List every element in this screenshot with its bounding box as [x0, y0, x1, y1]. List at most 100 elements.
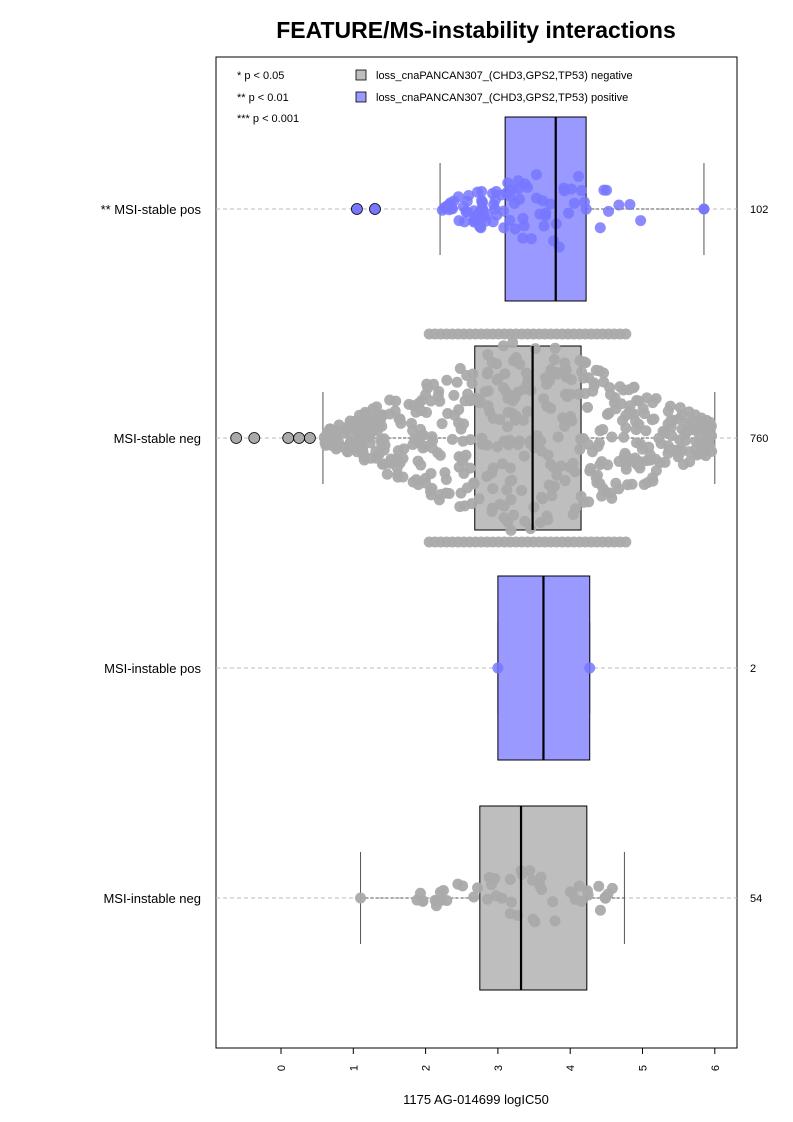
outlier-1-1 — [248, 432, 261, 444]
group-2: MSI-instable pos 2 — [104, 575, 756, 761]
point-3-11 — [524, 865, 536, 877]
group-label-2: MSI-instable pos — [104, 661, 201, 676]
point-1-71 — [491, 441, 503, 453]
point-1-455 — [597, 423, 609, 435]
point-1-481 — [577, 432, 589, 444]
point-1-363 — [572, 388, 584, 400]
point-1-384 — [506, 474, 518, 486]
point-1-271 — [454, 363, 466, 375]
point-1-261 — [606, 431, 618, 443]
point-1-320 — [686, 415, 698, 427]
outlier-1-0 — [230, 432, 243, 444]
point-3-47 — [547, 896, 559, 908]
point-1-393 — [609, 392, 621, 404]
outlier-0-2 — [698, 203, 710, 215]
point-1-297 — [650, 393, 662, 405]
point-1-186 — [544, 458, 556, 470]
point-1-254 — [520, 367, 532, 379]
point-1-493 — [457, 435, 469, 447]
point-0-71 — [578, 196, 590, 208]
point-0-53 — [568, 197, 580, 209]
point-1-423 — [414, 423, 426, 435]
point-1-366 — [592, 440, 604, 452]
sig-legend-1: * p < 0.05 — [237, 70, 284, 82]
point-1-518 — [705, 421, 717, 433]
point-1-404 — [606, 492, 618, 504]
point-1-508 — [518, 450, 530, 462]
point-1-589 — [620, 536, 632, 548]
point-1-368 — [504, 434, 516, 446]
point-1-182 — [403, 398, 415, 410]
point-1-515 — [376, 458, 388, 470]
point-1-444 — [623, 384, 635, 396]
point-1-178 — [549, 342, 561, 354]
outlier-0-0 — [351, 203, 363, 215]
point-1-82 — [542, 449, 554, 461]
group-3: MSI-instable neg 54 — [103, 805, 762, 991]
point-0-57 — [504, 214, 516, 226]
point-0-77 — [540, 207, 552, 219]
point-0-67 — [502, 177, 514, 189]
points-3 — [355, 865, 618, 928]
point-1-135 — [451, 376, 463, 388]
point-1-267 — [498, 382, 510, 394]
point-0-80 — [468, 215, 480, 227]
point-1-341 — [476, 438, 488, 450]
point-1-28 — [497, 340, 509, 352]
legend-label-negative: loss_cnaPANCAN307_(CHD3,GPS2,TP53) negat… — [376, 70, 633, 82]
point-3-8 — [549, 915, 561, 927]
point-3-26 — [504, 873, 516, 885]
point-1-332 — [662, 447, 674, 459]
point-1-38 — [559, 357, 571, 369]
point-1-425 — [555, 460, 567, 472]
point-1-312 — [461, 370, 473, 382]
point-1-475 — [421, 406, 433, 418]
point-3-43 — [573, 880, 585, 892]
point-1-492 — [378, 444, 390, 456]
point-0-21 — [509, 223, 521, 235]
point-1-187 — [486, 505, 498, 517]
point-3-31 — [533, 877, 545, 889]
point-1-212 — [640, 425, 652, 437]
point-1-469 — [683, 406, 695, 418]
point-1-231 — [410, 406, 422, 418]
sig-legend-2: ** p < 0.01 — [237, 92, 289, 104]
point-1-449 — [392, 469, 404, 481]
chart-title: FEATURE/MS-instability interactions — [276, 17, 676, 43]
point-3-25 — [434, 886, 446, 898]
point-1-387 — [631, 437, 643, 449]
point-1-153 — [473, 493, 485, 505]
point-1-429 — [697, 418, 709, 430]
point-0-8 — [458, 216, 470, 228]
point-1-457 — [644, 449, 656, 461]
point-1-195 — [583, 496, 595, 508]
point-1-458 — [564, 461, 576, 473]
point-1-477 — [481, 471, 493, 483]
point-1-470 — [482, 400, 494, 412]
x-axis: 0 1 2 3 4 5 6 — [276, 1047, 722, 1071]
point-1-236 — [491, 374, 503, 386]
outlier-1-2 — [282, 432, 295, 444]
point-0-68 — [573, 170, 585, 182]
point-1-488 — [381, 468, 393, 480]
point-1-380 — [596, 490, 608, 502]
point-1-441 — [697, 446, 709, 458]
point-3-18 — [432, 896, 444, 908]
point-1-238 — [425, 489, 437, 501]
point-1-279 — [498, 512, 510, 524]
group-0: ** MSI-stable pos 102 — [101, 116, 768, 302]
point-1-118 — [442, 408, 454, 420]
outlier-0-1 — [369, 203, 381, 215]
point-1-91 — [566, 415, 578, 427]
point-1-94 — [610, 477, 622, 489]
point-1-519 — [590, 472, 602, 484]
point-1-473 — [344, 415, 356, 427]
point-1-386 — [620, 422, 632, 434]
point-1-517 — [694, 430, 706, 442]
point-1-588 — [620, 328, 632, 340]
point-1-516 — [364, 437, 376, 449]
point-0-61 — [537, 195, 549, 207]
point-0-85 — [613, 199, 625, 211]
point-1-478 — [479, 386, 491, 398]
